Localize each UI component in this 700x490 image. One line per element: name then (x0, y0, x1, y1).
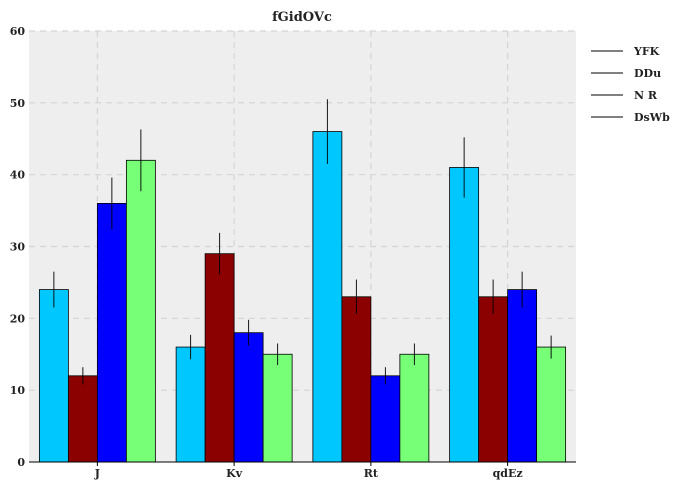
y-tick-label: 0 (17, 456, 25, 469)
y-tick-label: 20 (10, 312, 26, 325)
bar-ddu-qdez (478, 296, 509, 463)
legend-label: YFK (633, 45, 660, 58)
bar-yfk-j (38, 289, 69, 463)
y-axis-ticks: 0 10 20 30 40 50 60 (10, 25, 26, 469)
x-axis-ticks: J Kv Rt qdEz (94, 462, 523, 480)
legend: YFK DDu N R DsWb (591, 45, 670, 124)
bar-n-r-kv (233, 332, 264, 463)
bar-yfk-rt (312, 131, 343, 463)
bar-ddu-rt (341, 296, 372, 463)
bar-dswb-kv (262, 353, 293, 463)
x-tick-label: J (94, 467, 100, 480)
y-tick-label: 60 (10, 25, 26, 38)
bar-ddu-kv (204, 253, 235, 463)
bar-yfk-kv (175, 346, 206, 463)
y-tick-label: 40 (10, 169, 26, 182)
bar-dswb-rt (399, 353, 430, 463)
chart-title: fGidOVc (272, 10, 332, 25)
legend-label: N R (634, 89, 658, 102)
bar-n-r-j (96, 202, 127, 463)
bar-n-r-rt (370, 375, 401, 463)
bar-dswb-qdez (536, 346, 567, 463)
bar-dswb-j (125, 159, 156, 463)
legend-label: DsWb (634, 111, 670, 124)
error-bars-group (53, 99, 552, 385)
bars-group (38, 131, 567, 463)
bar-n-r-qdez (507, 289, 538, 463)
x-tick-label: Kv (226, 467, 243, 480)
y-tick-label: 30 (10, 241, 26, 254)
x-tick-label: Rt (364, 467, 379, 480)
x-tick-label: qdEz (493, 467, 523, 480)
y-tick-label: 50 (10, 97, 26, 110)
bar-yfk-qdez (449, 167, 480, 463)
bar-ddu-j (67, 375, 98, 463)
legend-label: DDu (634, 67, 661, 80)
y-tick-label: 10 (10, 384, 26, 397)
